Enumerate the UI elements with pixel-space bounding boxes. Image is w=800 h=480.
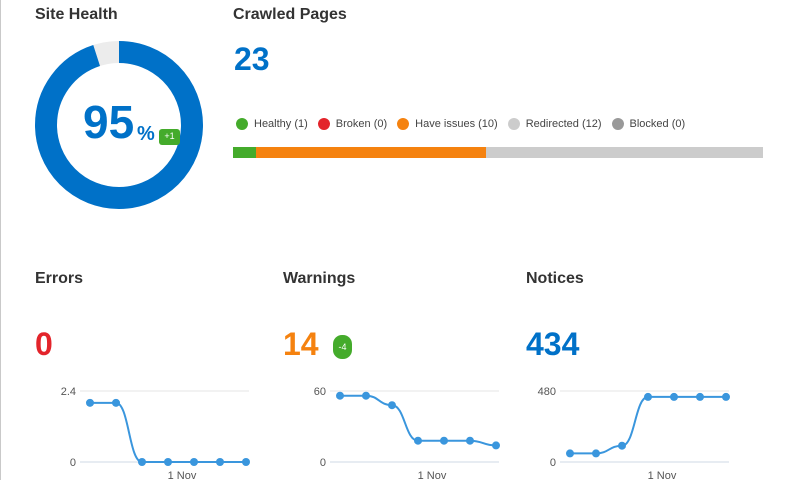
y-tick-label: 60 (314, 386, 326, 398)
pages-bar-segment[interactable] (486, 147, 763, 158)
trend-point[interactable] (362, 391, 370, 400)
x-tick-label: 1 Nov (418, 470, 447, 480)
left-border (0, 0, 1, 480)
pages-bar-segment[interactable] (233, 147, 257, 158)
crawled-pages-title: Crawled Pages (233, 6, 347, 23)
legend-item[interactable]: Healthy (1) (236, 118, 308, 130)
pages-bar-segment[interactable] (256, 147, 487, 158)
legend-item[interactable]: Redirected (12) (507, 118, 602, 130)
site-health-ring (35, 41, 203, 209)
errors-title: Errors (35, 270, 84, 287)
legend-label: Redirected (12) (525, 118, 602, 130)
trend-point[interactable] (592, 449, 600, 458)
trend-point[interactable] (164, 458, 172, 466)
crawled-pages-bar[interactable] (233, 147, 763, 158)
legend-label: Broken (0) (335, 118, 388, 130)
legend-dot-icon (611, 118, 624, 130)
trend-point[interactable] (566, 449, 574, 458)
x-tick-label: 1 Nov (168, 470, 197, 480)
trend-point[interactable] (336, 391, 344, 400)
legend-dot-icon (507, 118, 520, 130)
y-tick-label: 0 (550, 457, 556, 469)
trend-point[interactable] (466, 436, 474, 445)
trend-point[interactable] (696, 392, 704, 401)
warnings-value[interactable]: 14 (283, 326, 319, 362)
trend-point[interactable] (722, 392, 730, 401)
trend-point[interactable] (670, 392, 678, 401)
site-health-unit: % (137, 123, 155, 145)
y-tick-label: 0 (70, 457, 76, 469)
crawled-pages-legend: Healthy (1) Broken (0) Have issues (10) Red… (236, 117, 695, 131)
legend-item[interactable]: Have issues (10) (397, 118, 498, 130)
site-health-title: Site Health (35, 6, 118, 23)
legend-label: Healthy (1) (254, 118, 308, 130)
trend-line (90, 401, 246, 463)
trend-point[interactable] (112, 398, 120, 407)
warnings-change-badge: -4 (333, 335, 352, 359)
legend-item[interactable]: Broken (0) (317, 118, 388, 130)
y-tick-label: 0 (320, 457, 326, 469)
trend-point[interactable] (242, 458, 250, 466)
trend-point[interactable] (492, 441, 500, 450)
trend-point[interactable] (644, 392, 652, 401)
legend-dot-icon (317, 118, 330, 130)
errors-chart: 2.4 0 1 Nov (50, 380, 300, 480)
crawled-pages-total[interactable]: 23 (234, 41, 270, 77)
y-tick-label: 2.4 (61, 386, 76, 398)
trend-point[interactable] (138, 458, 146, 466)
site-health-value: 95 (83, 96, 135, 148)
legend-dot-icon (236, 118, 248, 130)
errors-value[interactable]: 0 (35, 326, 53, 362)
trend-point[interactable] (618, 441, 626, 450)
legend-item[interactable]: Blocked (0) (611, 118, 686, 130)
legend-label: Blocked (0) (629, 118, 686, 130)
trend-point[interactable] (440, 436, 448, 445)
site-health-change-badge: +1 (159, 129, 180, 145)
trend-point[interactable] (216, 458, 224, 466)
trend-point[interactable] (388, 401, 396, 410)
notices-value[interactable]: 434 (526, 326, 580, 362)
site-health-donut[interactable]: 95 % +1 (34, 40, 204, 210)
notices-chart: 480 0 1 Nov (530, 380, 780, 480)
y-tick-label: 480 (538, 386, 556, 398)
trend-point[interactable] (414, 436, 422, 445)
legend-label: Have issues (10) (415, 118, 498, 130)
trend-line (570, 395, 726, 455)
trend-point[interactable] (190, 458, 198, 466)
warnings-title: Warnings (283, 270, 356, 287)
legend-dot-icon (397, 118, 410, 130)
warnings-chart: 60 0 1 Nov (300, 380, 550, 480)
notices-title: Notices (526, 270, 584, 287)
x-tick-label: 1 Nov (648, 470, 677, 480)
trend-point[interactable] (86, 398, 94, 407)
donut-arc (35, 41, 203, 209)
